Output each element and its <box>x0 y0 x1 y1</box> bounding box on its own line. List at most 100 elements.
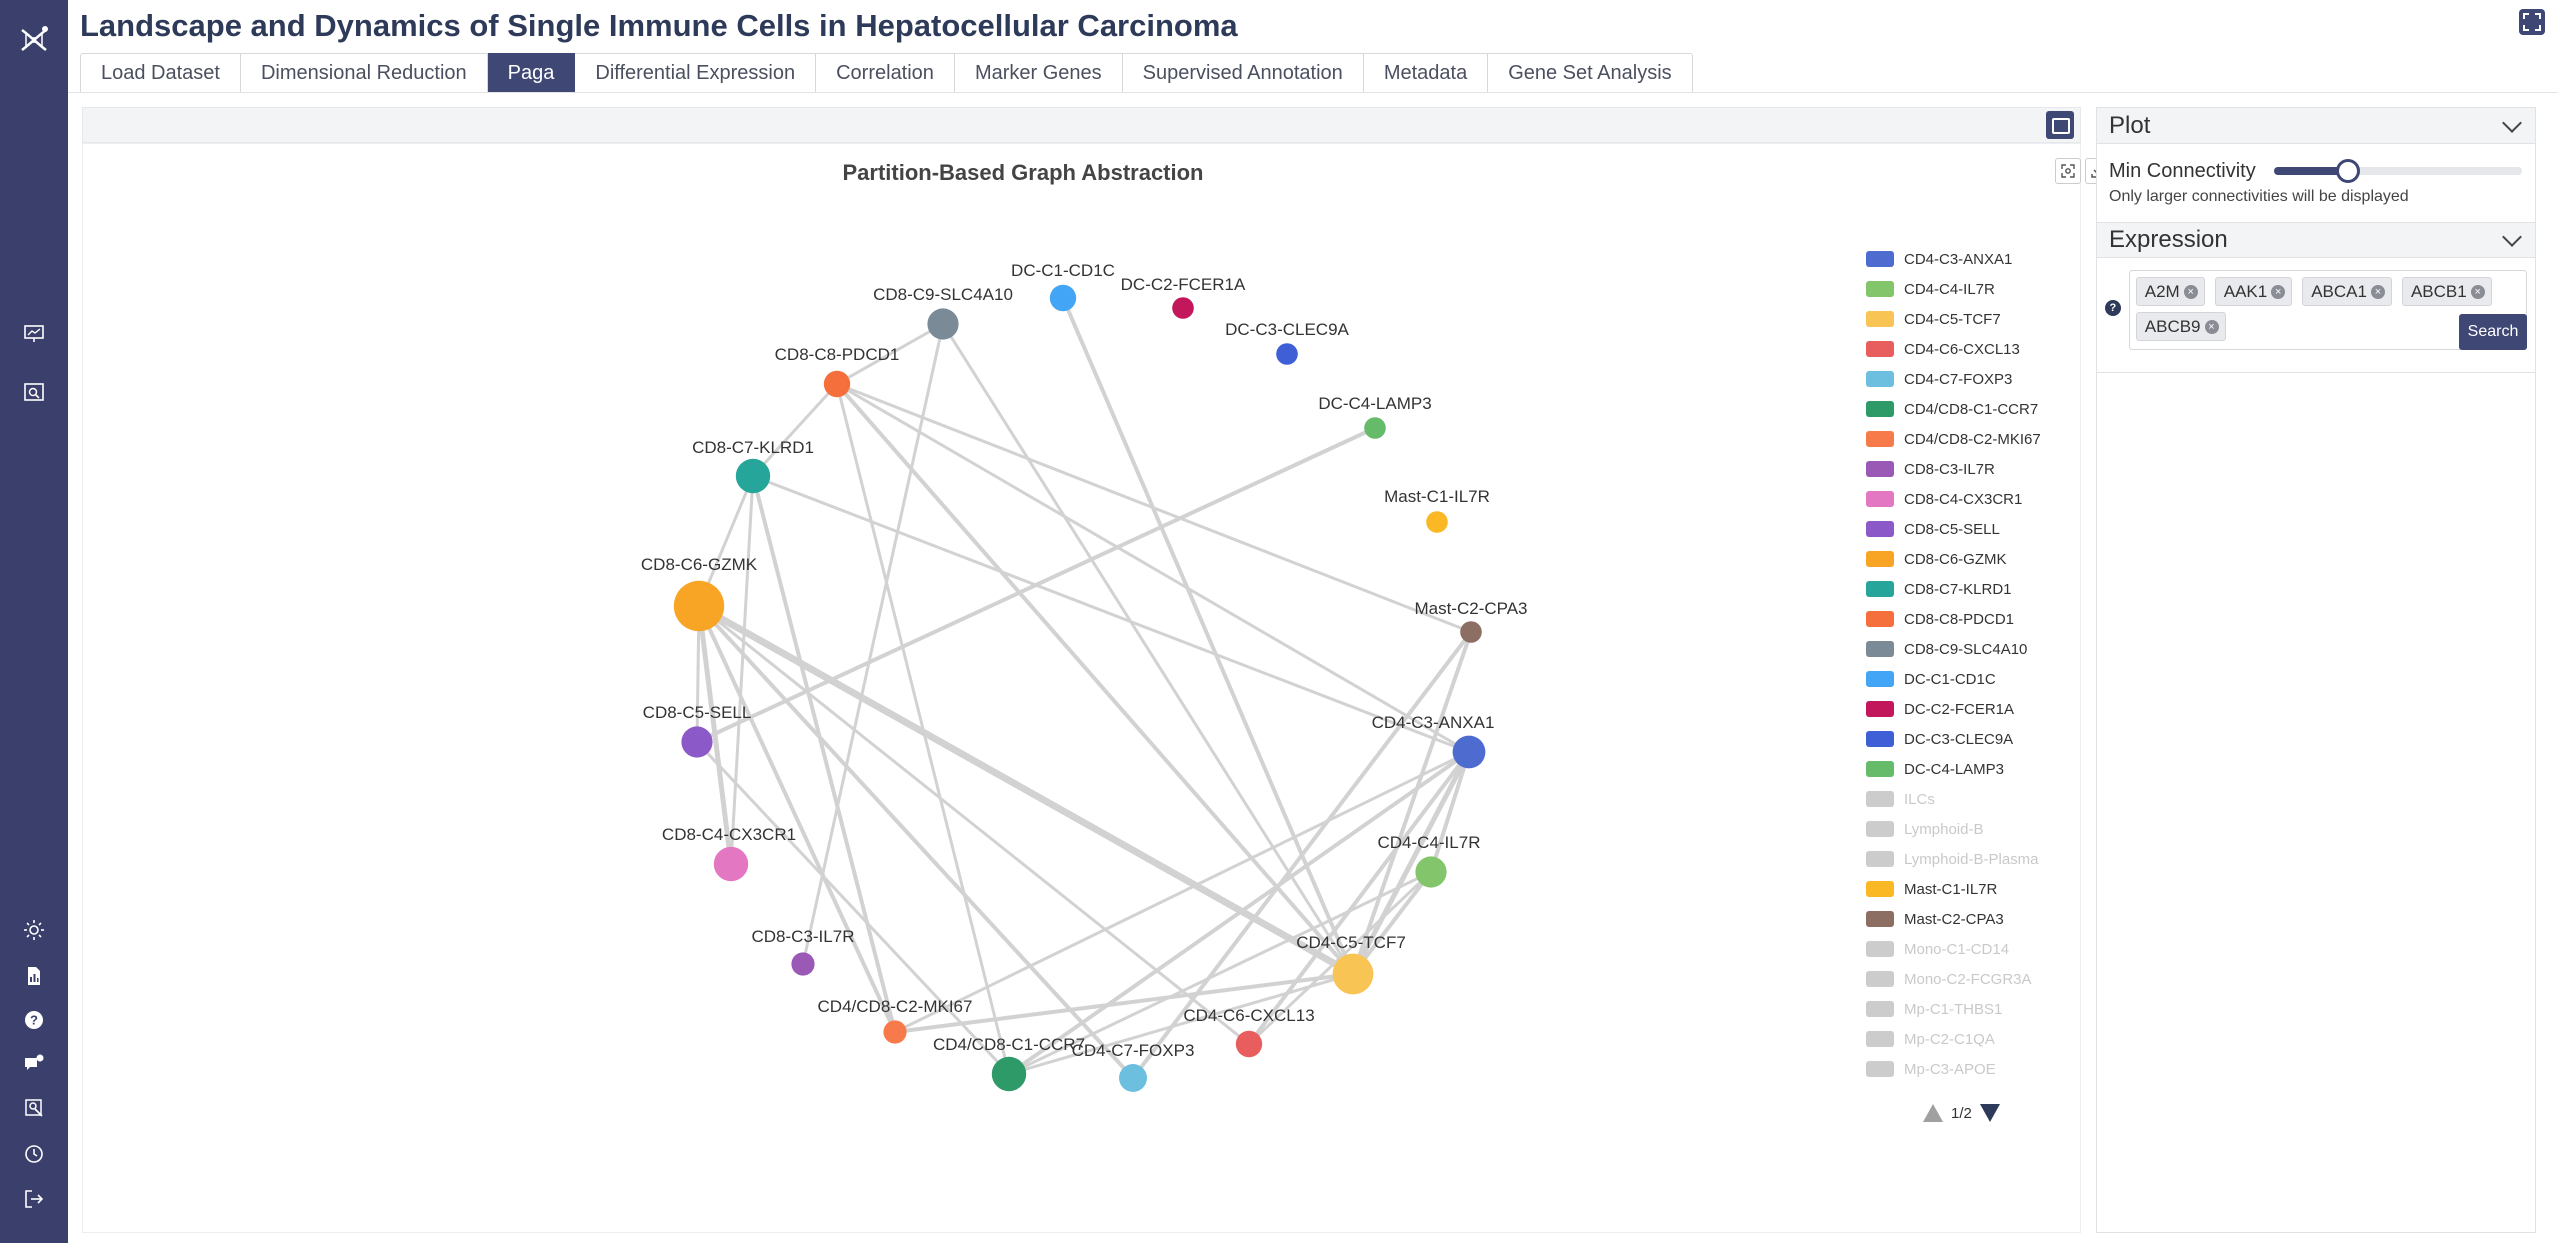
remove-tag-icon[interactable]: × <box>2370 284 2385 299</box>
gene-tag[interactable]: A2M × <box>2135 277 2205 306</box>
chat-icon[interactable] <box>20 1050 48 1078</box>
remove-tag-icon[interactable]: × <box>2183 284 2198 299</box>
legend-item[interactable]: CD8-C6-GZMK <box>1866 544 2041 574</box>
zoom-fit-icon[interactable] <box>2055 158 2081 184</box>
gene-tag[interactable]: AAK1 × <box>2214 277 2293 306</box>
legend-item[interactable]: CD4-C5-TCF7 <box>1866 304 2041 334</box>
graph-node[interactable] <box>1460 621 1482 643</box>
legend-item[interactable]: Mono-C2-FCGR3A <box>1866 964 2041 994</box>
min-connectivity-slider[interactable] <box>2273 159 2522 183</box>
graph-node[interactable] <box>791 952 815 976</box>
graph-node[interactable] <box>1332 953 1374 995</box>
graph-node[interactable] <box>1119 1064 1147 1092</box>
graph-node[interactable] <box>883 1020 907 1044</box>
logo-icon[interactable] <box>14 20 54 60</box>
tab-marker-genes[interactable]: Marker Genes <box>954 53 1123 93</box>
logout-icon[interactable] <box>20 1185 48 1213</box>
legend-item[interactable]: DC-C4-LAMP3 <box>1866 754 2041 784</box>
graph-node[interactable] <box>673 580 725 632</box>
graph-edge <box>1247 870 1433 1046</box>
search-button[interactable]: Search <box>2459 314 2527 350</box>
tab-paga[interactable]: Paga <box>487 53 576 93</box>
sun-icon[interactable] <box>20 916 48 944</box>
presentation-icon[interactable] <box>20 320 48 348</box>
graph-node[interactable] <box>713 846 749 882</box>
toggle-panel-button[interactable] <box>2046 111 2074 139</box>
legend-label: DC-C1-CD1C <box>1904 670 1996 688</box>
chevron-down-icon[interactable] <box>2502 227 2522 247</box>
graph-node[interactable] <box>1276 343 1298 365</box>
user-search-icon[interactable] <box>20 1094 48 1122</box>
legend-item[interactable]: CD4/CD8-C2-MKI67 <box>1866 424 2041 454</box>
legend-item[interactable]: CD8-C9-SLC4A10 <box>1866 634 2041 664</box>
graph-node[interactable] <box>823 370 851 398</box>
legend-item[interactable]: DC-C1-CD1C <box>1866 664 2041 694</box>
legend-item[interactable]: Lymphoid-B-Plasma <box>1866 844 2041 874</box>
graph-node[interactable] <box>735 458 771 494</box>
tab-correlation[interactable]: Correlation <box>816 53 955 93</box>
graph-edge <box>835 382 1011 1076</box>
help-icon[interactable]: ? <box>20 1006 48 1034</box>
gene-tag[interactable]: ABCB9 × <box>2135 312 2226 341</box>
legend-label: Mp-C1-THBS1 <box>1904 1000 2003 1018</box>
remove-tag-icon[interactable]: × <box>2470 284 2485 299</box>
graph-node[interactable] <box>1172 297 1194 319</box>
graph-node[interactable] <box>991 1056 1027 1092</box>
graph-node-label: CD4-C5-TCF7 <box>1296 933 1406 952</box>
legend-item[interactable]: CD8-C4-CX3CR1 <box>1866 484 2041 514</box>
graph-node-label: CD8-C4-CX3CR1 <box>662 825 796 844</box>
legend-item[interactable]: Mp-C3-APOE <box>1866 1054 2041 1084</box>
legend-item[interactable]: Lymphoid-B <box>1866 814 2041 844</box>
graph-node[interactable] <box>1415 856 1447 888</box>
image-search-icon[interactable] <box>20 378 48 406</box>
chevron-down-icon[interactable] <box>2502 112 2522 133</box>
legend-item[interactable]: CD4-C6-CXCL13 <box>1866 334 2041 364</box>
help-icon[interactable]: ? <box>2105 300 2121 316</box>
expression-section-header[interactable]: Expression <box>2097 222 2535 258</box>
legend-item[interactable]: Mono-C1-CD14 <box>1866 934 2041 964</box>
legend-item[interactable]: ILCs <box>1866 784 2041 814</box>
legend-item[interactable]: CD4-C4-IL7R <box>1866 274 2041 304</box>
tab-dimensional-reduction[interactable]: Dimensional Reduction <box>240 53 488 93</box>
remove-tag-icon[interactable]: × <box>2204 319 2219 334</box>
history-icon[interactable] <box>20 1140 48 1168</box>
legend-item[interactable]: Mp-C2-C1QA <box>1866 1024 2041 1054</box>
legend-item[interactable]: Mp-C1-THBS1 <box>1866 994 2041 1024</box>
min-connectivity-label: Min Connectivity <box>2109 159 2256 182</box>
tab-gene-set-analysis[interactable]: Gene Set Analysis <box>1488 53 1693 93</box>
tab-metadata[interactable]: Metadata <box>1363 53 1489 93</box>
tab-supervised-annotation[interactable]: Supervised Annotation <box>1122 53 1364 93</box>
legend-item[interactable]: CD8-C7-KLRD1 <box>1866 574 2041 604</box>
legend-prev-icon[interactable] <box>1923 1104 1943 1122</box>
legend-item[interactable]: CD4-C7-FOXP3 <box>1866 364 2041 394</box>
legend-item[interactable]: CD4-C3-ANXA1 <box>1866 244 2041 274</box>
legend-item[interactable]: CD8-C3-IL7R <box>1866 454 2041 484</box>
tab-load-dataset[interactable]: Load Dataset <box>80 53 241 93</box>
gene-tag[interactable]: ABCB1 × <box>2401 277 2492 306</box>
legend-item[interactable]: CD8-C5-SELL <box>1866 514 2041 544</box>
legend-page-label: 1/2 <box>1951 1104 1972 1122</box>
slider-handle[interactable] <box>2336 159 2361 183</box>
graph-node[interactable] <box>1452 735 1486 769</box>
legend-item[interactable]: CD8-C8-PDCD1 <box>1866 604 2041 634</box>
tab-differential-expression[interactable]: Differential Expression <box>575 53 817 93</box>
legend-item[interactable]: DC-C2-FCER1A <box>1866 694 2041 724</box>
graph-node[interactable] <box>927 308 959 340</box>
report-icon[interactable] <box>20 962 48 990</box>
legend-item[interactable]: Mast-C1-IL7R <box>1866 874 2041 904</box>
graph-node[interactable] <box>1364 417 1386 439</box>
graph-node[interactable] <box>681 726 713 758</box>
legend-item[interactable]: Mast-C2-CPA3 <box>1866 904 2041 934</box>
gene-tag-input[interactable]: A2M × AAK1 × ABCA1 × ABCB1 × ABCB9 × <box>2128 270 2527 350</box>
legend-item[interactable]: CD4/CD8-C1-CCR7 <box>1866 394 2041 424</box>
gene-tag[interactable]: ABCA1 × <box>2302 277 2392 306</box>
legend-item[interactable]: DC-C3-CLEC9A <box>1866 724 2041 754</box>
plot-section-header[interactable]: Plot <box>2097 108 2535 144</box>
fullscreen-icon[interactable] <box>2518 8 2546 36</box>
graph-node[interactable] <box>1049 284 1077 312</box>
graph-node[interactable] <box>1426 511 1448 533</box>
legend-next-icon[interactable] <box>1979 1104 2000 1122</box>
graph-node[interactable] <box>1235 1030 1263 1058</box>
remove-tag-icon[interactable]: × <box>2271 284 2286 299</box>
legend-label: CD4-C7-FOXP3 <box>1904 370 2013 388</box>
